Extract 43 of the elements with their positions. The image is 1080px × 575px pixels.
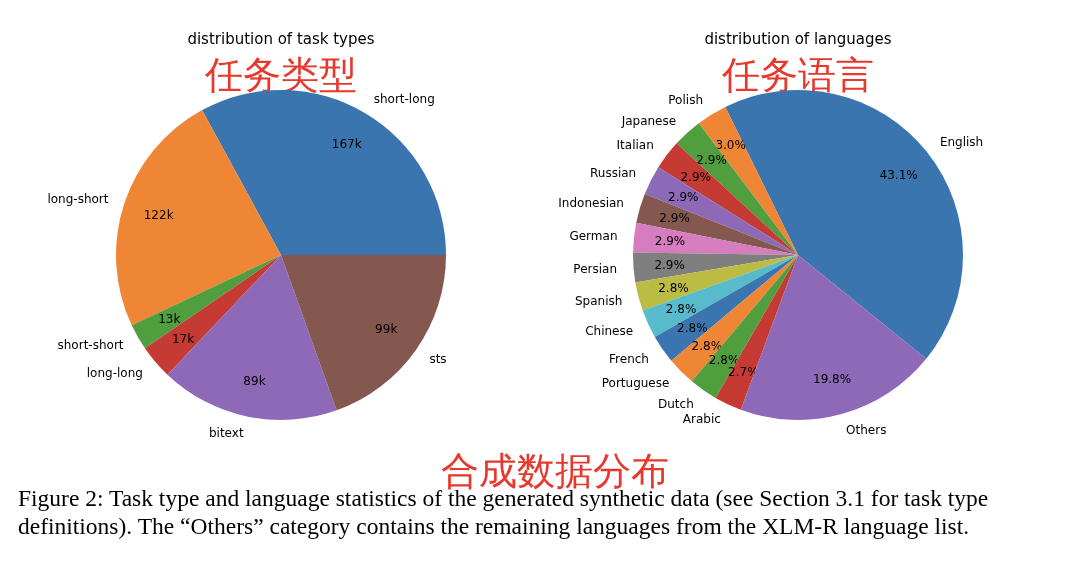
slice-label: sts: [429, 352, 447, 367]
data-label: 2.8%: [691, 338, 723, 353]
data-label: 2.8%: [658, 280, 689, 295]
data-label: 2.9%: [668, 189, 699, 204]
slice-label: short-short: [57, 338, 124, 353]
data-label: 167k: [331, 137, 362, 152]
chart-title: distribution of languages: [704, 30, 892, 48]
data-label: 2.9%: [696, 152, 727, 167]
slice-label: German: [569, 228, 618, 243]
chart-subtitle: 任务类型: [204, 53, 357, 97]
chart-subtitle: 任务语言: [721, 53, 874, 97]
slice-label: Others: [846, 423, 887, 438]
slice-label: Indonesian: [558, 196, 624, 211]
chart-title: distribution of task types: [187, 30, 375, 48]
data-label: 2.8%: [677, 321, 708, 336]
slice-label: long-short: [47, 191, 109, 206]
data-label: 17k: [171, 331, 195, 346]
data-label: 2.9%: [654, 257, 685, 272]
slice-label: long-long: [86, 365, 143, 380]
slice-label: short-long: [373, 91, 435, 106]
slice-label: Italian: [616, 137, 654, 152]
slice-label: Russian: [589, 165, 637, 180]
data-label: 122k: [143, 208, 174, 222]
slice-label: Polish: [668, 93, 703, 108]
slice-label: French: [609, 351, 649, 366]
data-label: 99k: [375, 322, 398, 337]
slice-label: Spanish: [575, 293, 623, 308]
slice-label: Japanese: [620, 113, 677, 128]
slice-label: Portuguese: [601, 376, 670, 391]
slice-label: English: [939, 134, 984, 149]
data-label: 2.9%: [659, 211, 690, 226]
data-label: 2.9%: [680, 169, 711, 184]
slice-label: Chinese: [585, 323, 634, 338]
slice-label: Dutch: [658, 396, 694, 411]
slice-label: Arabic: [682, 412, 721, 427]
data-label: 2.8%: [665, 301, 697, 316]
slice-label: Persian: [573, 261, 618, 276]
data-label: 2.9%: [654, 234, 686, 249]
data-label: 19.8%: [813, 372, 852, 387]
data-label: 89k: [243, 373, 266, 388]
slice-label: bitext: [208, 425, 244, 440]
data-label: 13k: [158, 312, 181, 326]
data-label: 43.1%: [879, 167, 918, 182]
